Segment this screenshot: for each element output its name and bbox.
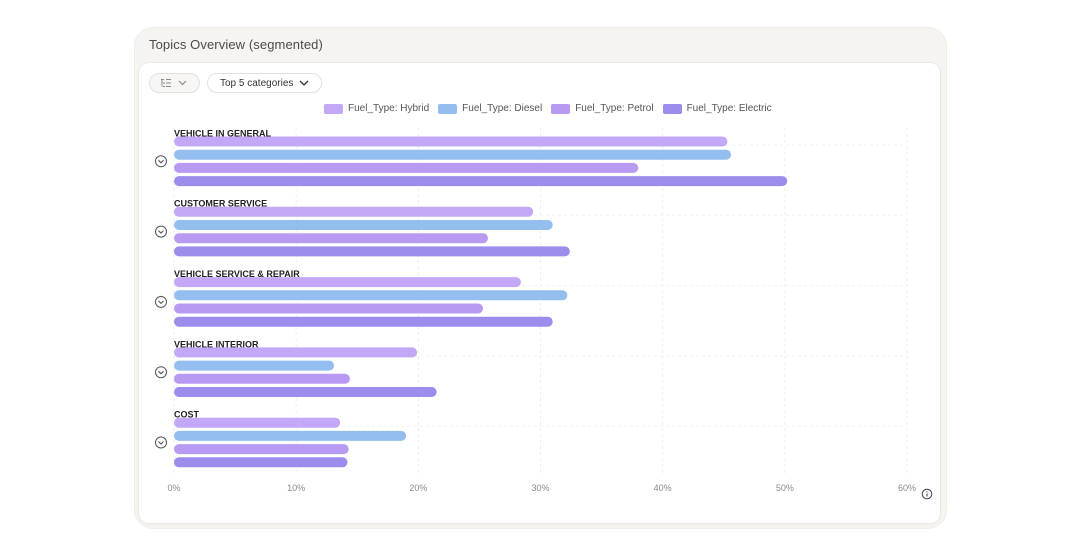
- legend-swatch: [551, 103, 571, 114]
- legend-label: Fuel_Type: Diesel: [462, 103, 543, 114]
- chevron-down-icon: [158, 300, 164, 305]
- x-tick-label: 50%: [776, 483, 794, 493]
- view-toggle-button[interactable]: [149, 73, 200, 93]
- chevron-down-icon: [158, 441, 164, 445]
- bar: [174, 347, 418, 358]
- legend-item[interactable]: Fuel_Type: Electric: [662, 103, 772, 114]
- legend-item[interactable]: Fuel_Type: Hybrid: [324, 103, 429, 114]
- chevron-circle: [155, 155, 167, 168]
- bar: [174, 277, 521, 288]
- expand-chevron-icon[interactable]: [155, 436, 167, 449]
- x-tick-label: 20%: [409, 483, 427, 493]
- legend-swatch: [438, 103, 458, 114]
- category-filter-dropdown[interactable]: Top 5 categories: [207, 73, 322, 93]
- bar: [174, 136, 728, 147]
- chevron-down-icon: [158, 230, 164, 234]
- bar: [174, 430, 407, 441]
- legend-item[interactable]: Fuel_Type: Diesel: [438, 103, 542, 114]
- expand-chevron-icon[interactable]: [155, 155, 167, 168]
- category-filter-label: Top 5 categories: [220, 77, 294, 89]
- chevron-down-icon: [158, 159, 164, 164]
- card-title: Topics Overview (segmented): [149, 37, 323, 52]
- info-dot: [926, 491, 928, 493]
- x-tick-label: 30%: [531, 483, 549, 493]
- x-tick-label: 0%: [167, 483, 180, 493]
- bar: [174, 360, 335, 371]
- bar: [174, 162, 639, 173]
- bar: [174, 290, 568, 301]
- chevron-down-icon: [158, 370, 164, 375]
- chevron-circle: [155, 366, 167, 379]
- chevron-down-icon: [178, 80, 187, 86]
- list-tree-icon: [161, 79, 171, 87]
- x-tick-label: 40%: [654, 483, 672, 493]
- bar: [174, 303, 484, 314]
- category-label: VEHICLE SERVICE & REPAIR: [174, 269, 300, 279]
- chevron-down-icon: [299, 80, 309, 86]
- bar: [174, 246, 570, 257]
- bar: [174, 176, 788, 187]
- chart-legend: Fuel_Type: Hybrid Fuel_Type: Diesel Fuel_T…: [324, 103, 772, 114]
- category-label: VEHICLE IN GENERAL: [174, 128, 272, 138]
- bar: [174, 373, 350, 384]
- bar: [174, 220, 553, 230]
- bar: [174, 444, 349, 455]
- bar: [174, 457, 348, 468]
- expand-chevron-icon[interactable]: [155, 225, 167, 238]
- bar: [174, 316, 553, 327]
- legend-label: Fuel_Type: Electric: [686, 103, 772, 114]
- expand-chevron-icon[interactable]: [155, 295, 167, 308]
- info-icon[interactable]: [921, 488, 933, 500]
- chevron-circle: [155, 225, 167, 238]
- chevron-circle: [155, 436, 167, 449]
- category-label: COST: [174, 410, 200, 420]
- bar: [174, 149, 732, 160]
- bar: [174, 387, 437, 397]
- legend-swatch: [662, 103, 682, 114]
- legend-label: Fuel_Type: Hybrid: [348, 103, 430, 114]
- category-label: VEHICLE INTERIOR: [174, 339, 259, 349]
- expand-chevron-icon[interactable]: [155, 366, 167, 379]
- legend-label: Fuel_Type: Petrol: [575, 103, 654, 114]
- bar: [174, 206, 534, 217]
- x-tick-label: 60%: [898, 483, 916, 493]
- legend-item[interactable]: Fuel_Type: Petrol: [551, 103, 654, 114]
- category-label: CUSTOMER SERVICE: [174, 199, 267, 209]
- bar: [174, 233, 488, 244]
- x-tick-label: 10%: [287, 483, 305, 493]
- chevron-circle: [155, 295, 167, 308]
- bar: [174, 417, 341, 428]
- legend-swatch: [324, 103, 343, 114]
